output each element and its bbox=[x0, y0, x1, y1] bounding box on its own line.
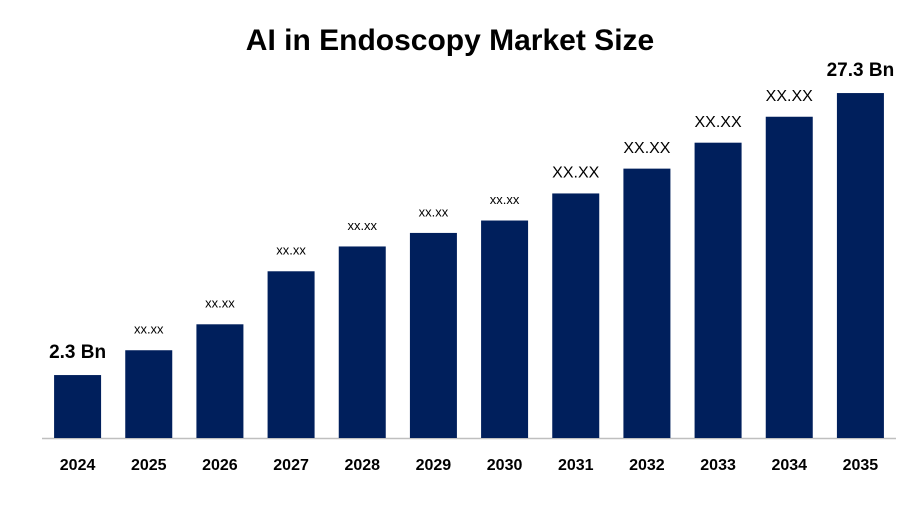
value-label: XX.XX bbox=[695, 114, 742, 131]
x-tick-label: 2031 bbox=[558, 457, 594, 474]
value-label: xx.xx bbox=[134, 322, 164, 337]
x-tick-label: 2029 bbox=[416, 457, 452, 474]
x-tick-label: 2027 bbox=[273, 457, 309, 474]
value-label: xx.xx bbox=[276, 243, 306, 258]
bar bbox=[267, 271, 315, 438]
value-label: 2.3 Bn bbox=[49, 342, 106, 363]
x-tick-label: 2034 bbox=[771, 457, 807, 474]
bar bbox=[481, 220, 529, 438]
value-label: xx.xx bbox=[205, 296, 235, 311]
bar bbox=[409, 232, 457, 438]
bar bbox=[338, 246, 386, 438]
bar bbox=[623, 168, 671, 438]
value-label: XX.XX bbox=[766, 88, 813, 105]
value-label: xx.xx bbox=[490, 192, 520, 207]
value-label: XX.XX bbox=[552, 165, 599, 182]
x-tick-label: 2028 bbox=[344, 457, 380, 474]
chart-title: AI in Endoscopy Market Size bbox=[246, 24, 654, 57]
bar bbox=[552, 193, 600, 438]
value-label: xx.xx bbox=[347, 218, 377, 233]
x-tick-label: 2024 bbox=[60, 457, 96, 474]
bar bbox=[125, 350, 173, 438]
x-tick-label: 2032 bbox=[629, 457, 665, 474]
bar bbox=[765, 116, 813, 438]
x-tick-label: 2035 bbox=[843, 457, 879, 474]
x-tick-label: 2025 bbox=[131, 457, 167, 474]
x-tick-label: 2033 bbox=[700, 457, 736, 474]
value-label: XX.XX bbox=[623, 140, 670, 157]
x-tick-label: 2030 bbox=[487, 457, 523, 474]
bar bbox=[836, 93, 884, 438]
value-label: xx.xx bbox=[419, 204, 449, 219]
bar bbox=[54, 375, 102, 438]
x-tick-label: 2026 bbox=[202, 457, 238, 474]
bar bbox=[694, 142, 742, 439]
value-label: 27.3 Bn bbox=[827, 60, 895, 81]
bar bbox=[196, 324, 244, 438]
